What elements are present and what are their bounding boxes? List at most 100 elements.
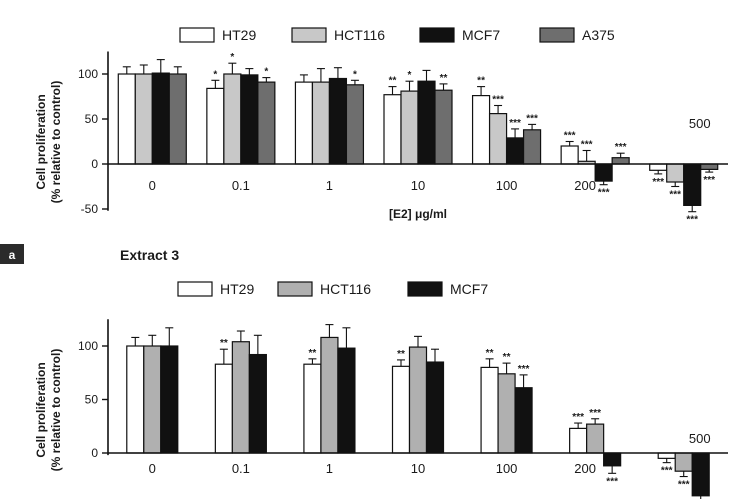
x-tick-label: 100 [496,178,518,193]
bar [328,77,348,165]
bar [505,137,525,165]
bar [231,341,250,454]
x-tick-label: 0.1 [232,178,250,193]
bar [206,87,225,165]
significance-label: ** [309,348,317,359]
bar [417,80,436,165]
significance-label: ** [389,76,397,87]
bar [434,89,453,165]
bar [471,94,491,165]
bar [683,163,702,207]
bar [248,353,267,454]
bar [223,73,242,165]
significance-label: *** [564,131,576,142]
bar [126,345,145,454]
legend-label: HT29 [222,27,256,43]
significance-label: *** [492,95,504,106]
bar [700,163,719,171]
bar [143,345,162,454]
legend-swatch [177,281,213,297]
bar [303,363,322,454]
x-tick-label: 1 [326,178,333,193]
bar [569,427,588,454]
significance-label: ** [503,352,511,363]
significance-label: * [408,70,412,81]
significance-label: *** [686,215,698,226]
bar [586,423,605,454]
bar [674,452,693,472]
bar [649,163,668,171]
significance-label: ** [477,76,485,87]
bar [666,163,685,183]
significance-label: *** [589,408,601,419]
significance-label: *** [615,142,627,153]
bar [657,452,676,459]
bar [691,452,710,497]
legend-swatch [179,27,215,43]
x-tick-label: 0 [149,178,156,193]
legend-swatch [539,27,575,43]
bar [214,363,233,454]
significance-label: * [213,69,217,80]
bar [514,387,533,454]
significance-label: * [264,67,268,78]
bar [408,346,428,454]
bar [345,84,365,165]
significance-label: *** [598,188,610,199]
panel-title: Extract 3 [120,247,179,263]
y-tick-label: 50 [85,112,99,126]
x-tick-label: 200 [574,461,596,476]
legend-swatch [277,281,313,297]
y-tick-label: 0 [91,157,98,171]
significance-label: *** [581,140,593,151]
bar [488,112,508,165]
legend-label: MCF7 [450,281,488,297]
x-tick-label: 500 [689,431,711,446]
legend-label: MCF7 [462,27,500,43]
bar [594,163,613,182]
bar [522,129,542,165]
legend-swatch [419,27,455,43]
panel-label-box [0,244,24,264]
bar [311,81,331,165]
significance-label: *** [606,476,618,487]
bar [560,145,579,165]
x-tick-label: 10 [411,178,425,193]
y-axis-label-line2: (% relative to control) [49,349,63,472]
bar [151,72,170,165]
bar [168,73,187,165]
bar [497,373,516,454]
significance-label: *** [669,190,681,201]
bar [240,74,259,165]
significance-label: *** [509,118,521,129]
bar [425,361,445,454]
legend-label: HCT116 [320,281,371,297]
significance-label: ** [486,348,494,359]
significance-label: *** [572,412,584,423]
significance-label: *** [518,364,530,375]
x-tick-label: 10 [411,461,425,476]
x-tick-label: 0.1 [232,461,250,476]
significance-label: *** [703,175,715,186]
x-tick-label: 1 [326,461,333,476]
x-tick-label: 500 [689,116,711,131]
bar [391,365,411,454]
bar [294,81,314,165]
significance-label: ** [220,338,228,349]
significance-label: *** [661,466,673,477]
legend-swatch [291,27,327,43]
y-axis-label: Cell proliferation (% relative to control… [34,81,63,204]
bar [603,452,622,467]
y-tick-label: -50 [81,202,99,216]
bar [337,347,356,454]
x-axis-label: [E2] μg/ml [389,207,447,221]
x-tick-label: 100 [496,461,518,476]
significance-label: * [353,69,357,80]
bar [117,73,136,165]
legend-label: HCT116 [334,27,385,43]
x-tick-label: 0 [149,461,156,476]
